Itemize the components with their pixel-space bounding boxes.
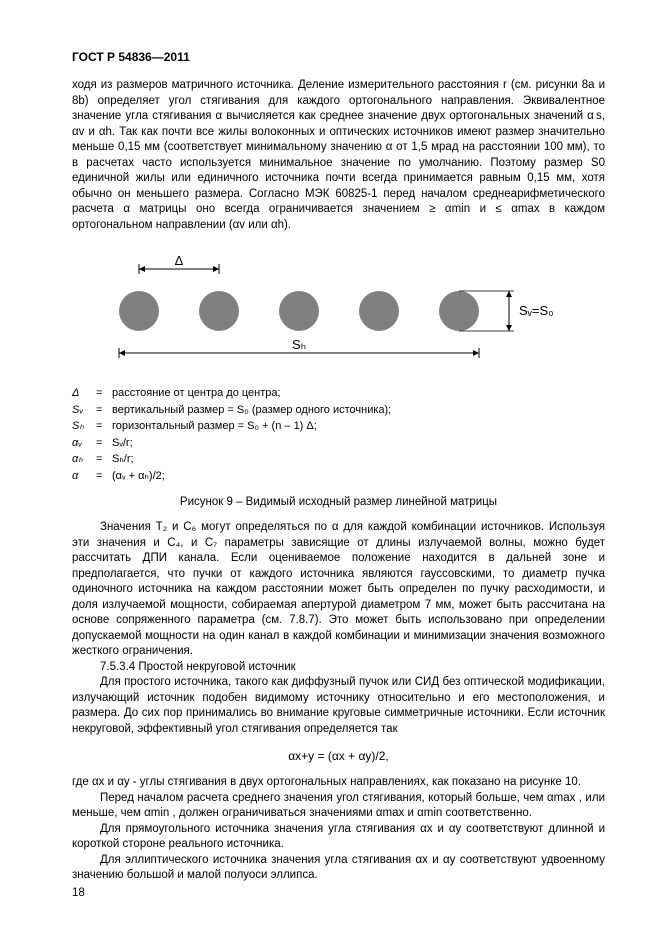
legend-text: горизонтальный размер = S₀ + (n – 1) Δ; xyxy=(112,418,317,435)
paragraph-3: Для простого источника, такого как диффу… xyxy=(72,675,605,737)
legend-row: Δ = расстояние от центра до центра; xyxy=(72,385,605,402)
section-7-5-3-4-title: 7.5.3.4 Простой некруговой источник xyxy=(72,660,605,676)
paragraph-4: где αx и αy - углы стягивания в двух орт… xyxy=(72,775,605,791)
legend-equals: = xyxy=(96,402,106,419)
svg-text:Δ: Δ xyxy=(174,253,183,268)
figure-9: Δ Sₕ Sᵥ=S₀ xyxy=(72,251,605,371)
formula-alpha-xy: αx+y = (αx + αy)/2, xyxy=(72,749,605,763)
legend-text: вертикальный размер = S₀ (размер одного … xyxy=(112,402,391,419)
paragraph-6: Для прямоугольного источника значения уг… xyxy=(72,822,605,853)
legend-text: (αᵥ + αₕ)/2; xyxy=(112,468,165,485)
legend-equals: = xyxy=(96,468,106,485)
legend-symbol: Sᵥ xyxy=(72,402,90,419)
legend-equals: = xyxy=(96,418,106,435)
legend-symbol: Sₕ xyxy=(72,418,90,435)
paragraph-1: ходя из размеров матричного источника. Д… xyxy=(72,78,605,233)
legend-text: расстояние от центра до центра; xyxy=(112,385,281,402)
legend-equals: = xyxy=(96,385,106,402)
figure-caption: Рисунок 9 – Видимый исходный размер лине… xyxy=(72,496,605,508)
paragraph-7: Для эллиптического источника значения уг… xyxy=(72,853,605,884)
paragraph-5: Перед началом расчета среднего значения … xyxy=(72,791,605,822)
doc-header: ГОСТ Р 54836—2011 xyxy=(72,50,605,64)
legend-symbol: αₕ xyxy=(72,451,90,468)
svg-text:Sₕ: Sₕ xyxy=(292,337,306,352)
legend-text: Sᵥ/r; xyxy=(112,435,133,452)
legend-symbol: α xyxy=(72,468,90,485)
figure-svg: Δ Sₕ Sᵥ=S₀ xyxy=(89,251,589,371)
legend-symbol: Δ xyxy=(72,385,90,402)
legend-row: α = (αᵥ + αₕ)/2; xyxy=(72,468,605,485)
legend-equals: = xyxy=(96,451,106,468)
legend-symbol: αᵥ xyxy=(72,435,90,452)
legend-row: Sᵥ = вертикальный размер = S₀ (размер одно… xyxy=(72,402,605,419)
legend-row: αₕ = Sₕ/r; xyxy=(72,451,605,468)
figure-legend: Δ = расстояние от центра до центра; Sᵥ = верт… xyxy=(72,385,605,484)
paragraph-2: Значения T₂ и C₆ могут определяться по α… xyxy=(72,520,605,660)
legend-equals: = xyxy=(96,435,106,452)
legend-row: αᵥ = Sᵥ/r; xyxy=(72,435,605,452)
legend-text: Sₕ/r; xyxy=(112,451,134,468)
page-number: 18 xyxy=(72,887,85,899)
legend-row: Sₕ = горизонтальный размер = S₀ + (n – 1) … xyxy=(72,418,605,435)
svg-text:Sᵥ=S₀: Sᵥ=S₀ xyxy=(519,303,554,318)
